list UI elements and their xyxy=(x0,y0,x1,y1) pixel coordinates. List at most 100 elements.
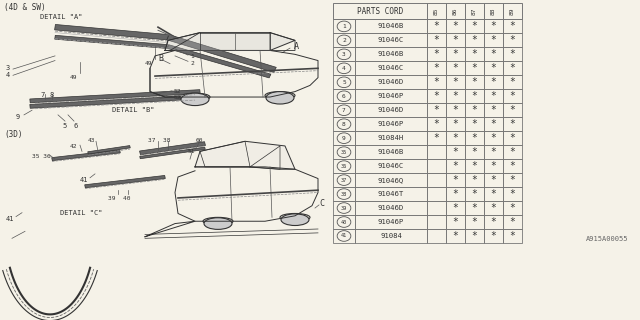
Bar xyxy=(503,145,522,159)
Bar xyxy=(333,47,355,61)
Text: *: * xyxy=(509,161,515,171)
Bar xyxy=(333,201,355,215)
Text: 91046D: 91046D xyxy=(378,79,404,85)
Text: 91046C: 91046C xyxy=(378,37,404,44)
Text: 5: 5 xyxy=(342,80,346,85)
Text: *: * xyxy=(491,91,497,101)
Bar xyxy=(333,3,427,20)
Bar xyxy=(427,215,446,229)
Text: *: * xyxy=(452,36,458,45)
Text: 85: 85 xyxy=(434,7,439,15)
Text: *: * xyxy=(452,21,458,31)
Text: *: * xyxy=(472,203,477,213)
Text: *: * xyxy=(491,21,497,31)
Bar xyxy=(333,33,355,47)
Polygon shape xyxy=(140,147,205,159)
Bar xyxy=(333,159,355,173)
Bar xyxy=(427,159,446,173)
Bar xyxy=(465,3,484,20)
Ellipse shape xyxy=(203,217,233,225)
Text: 37: 37 xyxy=(341,178,347,183)
Text: *: * xyxy=(509,147,515,157)
Ellipse shape xyxy=(266,92,294,104)
Text: 4: 4 xyxy=(342,66,346,71)
Bar xyxy=(333,117,355,131)
Text: *: * xyxy=(452,189,458,199)
Bar xyxy=(355,229,427,243)
Text: *: * xyxy=(491,161,497,171)
Bar xyxy=(503,159,522,173)
Bar xyxy=(355,187,427,201)
Text: *: * xyxy=(509,231,515,241)
Bar xyxy=(427,117,446,131)
Bar xyxy=(446,229,465,243)
Text: 1: 1 xyxy=(190,54,194,59)
Bar xyxy=(503,131,522,145)
Bar xyxy=(465,131,484,145)
Bar xyxy=(484,3,503,20)
Bar xyxy=(446,47,465,61)
Bar xyxy=(484,131,503,145)
Bar xyxy=(465,187,484,201)
Bar xyxy=(465,33,484,47)
Bar xyxy=(503,229,522,243)
Text: 42: 42 xyxy=(70,144,77,148)
Bar xyxy=(446,75,465,89)
Text: 39: 39 xyxy=(341,205,347,211)
Text: 1: 1 xyxy=(342,24,346,29)
Text: 91046C: 91046C xyxy=(378,65,404,71)
Bar xyxy=(465,229,484,243)
Polygon shape xyxy=(55,35,168,49)
Polygon shape xyxy=(30,95,200,108)
Bar xyxy=(333,103,355,117)
Bar xyxy=(503,3,522,20)
Bar xyxy=(427,229,446,243)
Text: 52: 52 xyxy=(174,89,182,94)
Polygon shape xyxy=(165,33,295,51)
Text: 35: 35 xyxy=(341,150,347,155)
Text: *: * xyxy=(491,63,497,73)
Text: 8: 8 xyxy=(342,122,346,127)
Text: *: * xyxy=(452,161,458,171)
Text: *: * xyxy=(433,105,440,115)
Bar xyxy=(484,75,503,89)
Text: 6: 6 xyxy=(73,123,77,129)
Text: 51: 51 xyxy=(188,149,195,154)
Bar xyxy=(484,159,503,173)
Polygon shape xyxy=(140,142,205,155)
Bar xyxy=(503,47,522,61)
Bar xyxy=(484,47,503,61)
Bar xyxy=(503,201,522,215)
Bar xyxy=(446,103,465,117)
Text: *: * xyxy=(509,77,515,87)
Text: *: * xyxy=(452,119,458,129)
Polygon shape xyxy=(195,141,295,169)
Bar xyxy=(465,159,484,173)
Bar xyxy=(355,117,427,131)
Bar xyxy=(465,173,484,187)
Text: *: * xyxy=(509,36,515,45)
Bar xyxy=(446,117,465,131)
Bar xyxy=(503,75,522,89)
Bar xyxy=(484,215,503,229)
Text: *: * xyxy=(472,147,477,157)
Text: *: * xyxy=(433,36,440,45)
Text: *: * xyxy=(472,49,477,59)
Text: *: * xyxy=(491,231,497,241)
Text: *: * xyxy=(452,147,458,157)
Bar xyxy=(446,89,465,103)
Bar xyxy=(465,20,484,33)
Bar xyxy=(427,145,446,159)
Bar xyxy=(484,20,503,33)
Text: (3D): (3D) xyxy=(4,131,22,140)
Text: *: * xyxy=(491,49,497,59)
Bar xyxy=(427,61,446,75)
Bar xyxy=(355,47,427,61)
Bar xyxy=(427,173,446,187)
Text: *: * xyxy=(509,203,515,213)
Bar xyxy=(355,131,427,145)
Text: 91046T: 91046T xyxy=(378,191,404,197)
Text: *: * xyxy=(433,119,440,129)
Bar xyxy=(333,75,355,89)
Text: *: * xyxy=(509,175,515,185)
